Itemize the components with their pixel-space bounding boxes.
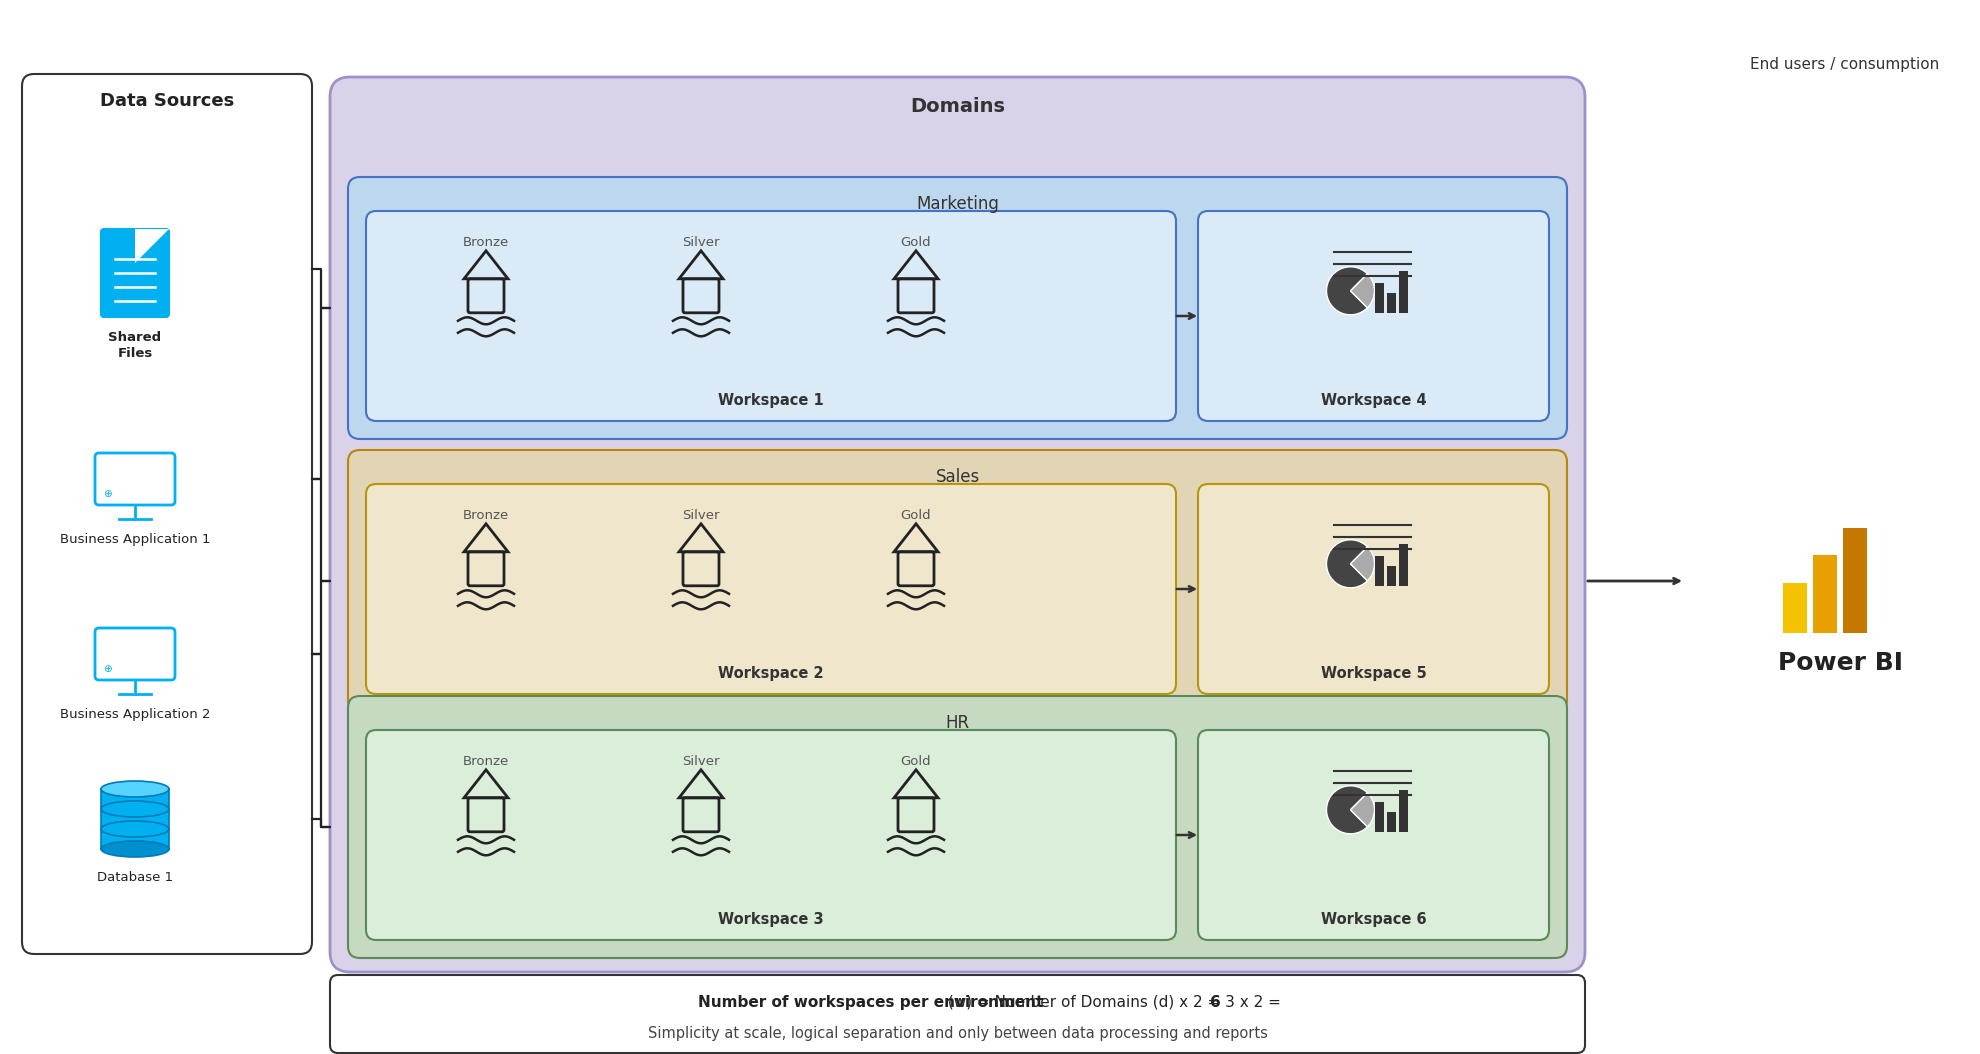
Text: 6: 6 <box>1210 995 1220 1010</box>
Text: (w) = Number of Domains (d) x 2 = 3 x 2 =: (w) = Number of Domains (d) x 2 = 3 x 2 … <box>942 995 1285 1010</box>
Text: HR: HR <box>944 714 970 731</box>
Text: Simplicity at scale, logical separation and only between data processing and rep: Simplicity at scale, logical separation … <box>647 1026 1267 1041</box>
Ellipse shape <box>101 781 168 797</box>
Polygon shape <box>1843 528 1867 633</box>
Text: Workspace 4: Workspace 4 <box>1321 393 1426 408</box>
Text: Workspace 1: Workspace 1 <box>719 393 824 408</box>
Text: Bronze: Bronze <box>463 755 509 767</box>
FancyBboxPatch shape <box>348 177 1566 440</box>
Text: Workspace 3: Workspace 3 <box>719 912 824 928</box>
Polygon shape <box>1374 802 1384 832</box>
Text: Silver: Silver <box>683 236 721 249</box>
FancyBboxPatch shape <box>366 484 1176 694</box>
FancyBboxPatch shape <box>331 77 1586 972</box>
Polygon shape <box>1386 812 1396 832</box>
FancyBboxPatch shape <box>95 628 174 680</box>
Polygon shape <box>1398 544 1408 586</box>
Text: Data Sources: Data Sources <box>99 92 234 110</box>
Polygon shape <box>1386 293 1396 313</box>
Polygon shape <box>101 789 168 850</box>
Text: Silver: Silver <box>683 509 721 522</box>
Text: ⊕: ⊕ <box>103 489 111 499</box>
FancyBboxPatch shape <box>366 730 1176 940</box>
Text: Workspace 2: Workspace 2 <box>719 666 824 681</box>
Text: Silver: Silver <box>683 755 721 767</box>
FancyBboxPatch shape <box>331 975 1586 1053</box>
Wedge shape <box>1350 547 1374 581</box>
FancyBboxPatch shape <box>101 229 168 317</box>
Text: Workspace 5: Workspace 5 <box>1321 666 1426 681</box>
Ellipse shape <box>101 821 168 837</box>
Text: Gold: Gold <box>901 509 931 522</box>
Text: Gold: Gold <box>901 755 931 767</box>
FancyBboxPatch shape <box>1198 730 1548 940</box>
Text: End users / consumption: End users / consumption <box>1750 57 1940 72</box>
FancyBboxPatch shape <box>348 696 1566 958</box>
Text: Number of workspaces per environment: Number of workspaces per environment <box>699 995 1043 1010</box>
Ellipse shape <box>101 801 168 817</box>
Polygon shape <box>1374 555 1384 586</box>
Polygon shape <box>1398 271 1408 313</box>
Polygon shape <box>1374 282 1384 313</box>
Polygon shape <box>1784 583 1808 633</box>
Text: Workspace 6: Workspace 6 <box>1321 912 1426 928</box>
Text: Bronze: Bronze <box>463 236 509 249</box>
Ellipse shape <box>101 841 168 857</box>
Wedge shape <box>1327 540 1368 588</box>
FancyBboxPatch shape <box>348 450 1566 713</box>
Text: Business Application 2: Business Application 2 <box>59 708 210 721</box>
Polygon shape <box>1814 555 1837 633</box>
Text: Sales: Sales <box>935 468 980 486</box>
Wedge shape <box>1350 793 1374 826</box>
Wedge shape <box>1327 267 1368 315</box>
Text: Power BI: Power BI <box>1778 651 1903 675</box>
Text: Gold: Gold <box>901 236 931 249</box>
Text: Domains: Domains <box>911 97 1006 116</box>
Text: Shared
Files: Shared Files <box>109 331 162 360</box>
Text: Bronze: Bronze <box>463 509 509 522</box>
FancyBboxPatch shape <box>1198 211 1548 421</box>
Text: Business Application 1: Business Application 1 <box>59 533 210 546</box>
Text: ⊕: ⊕ <box>103 664 111 674</box>
Polygon shape <box>135 229 168 264</box>
FancyBboxPatch shape <box>22 74 313 954</box>
Wedge shape <box>1327 786 1368 834</box>
FancyBboxPatch shape <box>366 211 1176 421</box>
Polygon shape <box>1398 789 1408 832</box>
FancyBboxPatch shape <box>95 453 174 505</box>
Text: Database 1: Database 1 <box>97 871 172 884</box>
Text: Marketing: Marketing <box>917 195 1000 213</box>
Wedge shape <box>1350 274 1374 308</box>
FancyBboxPatch shape <box>1198 484 1548 694</box>
Polygon shape <box>1386 566 1396 586</box>
